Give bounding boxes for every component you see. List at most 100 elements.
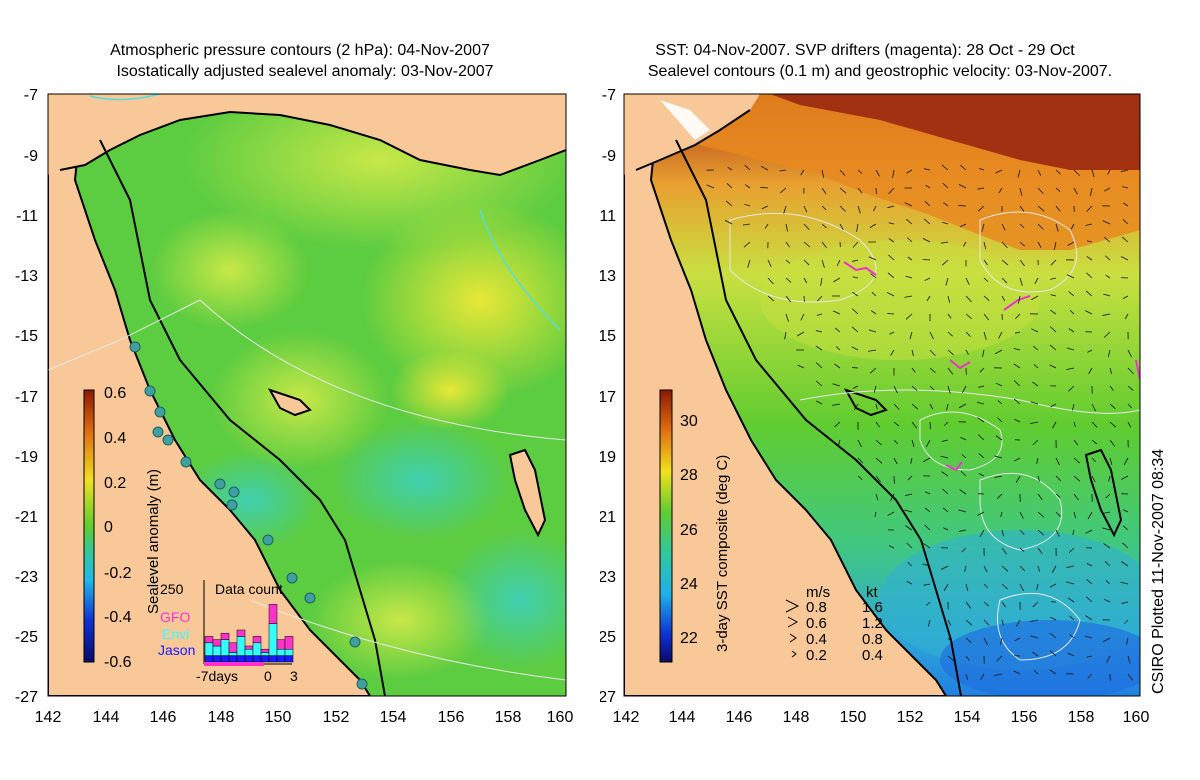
right-y-tick: -7 <box>602 87 616 104</box>
left-x-tick: 148 <box>208 709 235 726</box>
histogram-bar-gfo <box>244 645 254 650</box>
histogram-bar-envi <box>204 642 214 656</box>
right-colorbar-tick: 24 <box>680 576 698 593</box>
left-x-tick: 142 <box>35 709 62 726</box>
histogram-bar-jason <box>276 655 286 663</box>
histogram-bar-envi <box>212 645 222 656</box>
plot-credit: CSIRO Plotted 11-Nov-2007 08:34 <box>1150 448 1167 694</box>
left-x-tick: 154 <box>380 709 407 726</box>
right-x-tick: 152 <box>897 709 924 726</box>
histogram-bar-jason <box>204 655 214 663</box>
left-x-tick: 152 <box>323 709 350 726</box>
velocity-legend-kt: 0.4 <box>862 647 883 664</box>
geostrophic-velocity-arrows <box>706 164 1134 681</box>
velocity-legend-kt: 1.2 <box>862 615 883 632</box>
histogram-bar-jason <box>284 655 294 663</box>
left-y-tick: -7 <box>24 87 38 104</box>
histogram-bar-envi <box>276 648 286 656</box>
right-x-tick: 156 <box>1011 709 1038 726</box>
velocity-legend-kt: 1.6 <box>862 599 883 616</box>
right-title-line2: Sealevel contours (0.1 m) and geostrophi… <box>647 63 1113 80</box>
data-count-histogram: 250 Data count GFO Envi Jason -7days 0 3 <box>158 580 298 684</box>
histogram-title: Data count <box>215 581 283 597</box>
left-title-line1: Atmospheric pressure contours (2 hPa): 0… <box>110 42 490 59</box>
left-colorbar-label: Sealevel anomaly (m) <box>145 469 162 614</box>
histogram-bar-jason <box>252 655 262 663</box>
histogram-bar-jason <box>236 655 246 663</box>
left-colorbar <box>83 389 95 663</box>
left-island <box>508 448 547 538</box>
right-x-tick: 160 <box>1123 709 1150 726</box>
right-colorbar-tick: 22 <box>680 630 698 647</box>
right-map: -7 -9 -11 -13 -15 -17 -19 -21 -23 -25 -2… <box>600 87 1150 726</box>
right-title-line1: SST: 04-Nov-2007. SVP drifters (magenta)… <box>655 42 1075 59</box>
right-land-australia <box>624 94 948 696</box>
histogram-bar-jason <box>244 655 254 663</box>
histogram-bar-jason <box>220 655 230 663</box>
histogram-bar-jason <box>268 655 278 663</box>
left-y-tick: -15 <box>15 328 38 345</box>
left-x-tick: 146 <box>150 709 177 726</box>
histogram-bar-gfo <box>212 639 222 647</box>
right-y-tick: -27 <box>600 689 616 706</box>
right-y-tick: -17 <box>600 389 616 406</box>
right-y-tick: -19 <box>600 449 616 466</box>
left-colorbar-tick: -0.2 <box>104 565 132 582</box>
histogram-bar-gfo <box>284 636 294 650</box>
histogram-x-label: 0 <box>264 668 272 684</box>
left-y-tick: -9 <box>24 148 38 165</box>
right-colorbar-tick: 26 <box>680 522 698 539</box>
right-y-tick: -9 <box>602 148 616 165</box>
right-x-tick: 150 <box>840 709 867 726</box>
right-colorbar-tick: 28 <box>680 467 698 484</box>
right-x-tick: 154 <box>954 709 981 726</box>
velocity-legend-ms: 0.8 <box>806 599 827 616</box>
left-y-tick: -25 <box>15 629 38 646</box>
histogram-bar-envi <box>244 648 254 656</box>
histogram-bar-jason <box>260 655 270 663</box>
velocity-legend-ms: 0.2 <box>806 647 827 664</box>
left-colorbar-tick: 0.4 <box>104 430 126 447</box>
right-y-tick: -25 <box>600 629 616 646</box>
histogram-bar-gfo <box>276 639 286 650</box>
left-x-tick: 156 <box>438 709 465 726</box>
right-x-tick: 142 <box>613 709 640 726</box>
histogram-x-label: 3 <box>290 668 298 684</box>
right-x-tick: 144 <box>669 709 696 726</box>
histogram-bar-envi <box>284 648 294 656</box>
right-y-tick: -15 <box>600 328 616 345</box>
histogram-bar-envi <box>260 652 270 656</box>
histogram-bar-envi <box>268 623 278 656</box>
left-colorbar-tick: 0.2 <box>104 475 126 492</box>
left-colorbar-tick: -0.6 <box>104 654 132 671</box>
right-colorbar <box>659 389 673 663</box>
histogram-ymax: 250 <box>160 581 184 597</box>
right-x-axis: 142 144 146 148 150 152 154 156 158 160 <box>613 709 1150 726</box>
sealevel-contours <box>729 211 1140 661</box>
legend-envi: Envi <box>162 626 189 642</box>
histogram-bar-envi <box>220 639 230 656</box>
right-x-tick: 158 <box>1068 709 1095 726</box>
left-y-tick: -21 <box>15 509 38 526</box>
left-land-png <box>48 94 566 175</box>
left-colorbar-ticks: 0.6 0.4 0.2 0 -0.2 -0.4 -0.6 <box>104 385 132 671</box>
right-colorbar-ticks: 30 28 26 24 22 <box>680 413 698 647</box>
left-x-tick: 158 <box>495 709 522 726</box>
left-x-tick: 160 <box>547 709 574 726</box>
left-colorbar-tick: 0.6 <box>104 385 126 402</box>
histogram-bar-gfo <box>204 636 214 644</box>
histogram-bar-envi <box>236 636 246 656</box>
histogram-bar-jason <box>228 655 238 663</box>
left-x-tick: 144 <box>93 709 120 726</box>
left-x-axis: 142 144 146 148 150 152 154 156 158 160 <box>35 709 574 726</box>
histogram-bar-gfo <box>236 629 246 637</box>
left-map: -7 -9 -11 -13 -15 -17 -19 -21 -23 -25 -2… <box>15 87 574 726</box>
velocity-legend-kt: 0.8 <box>862 631 883 648</box>
velocity-legend-ms: 0.4 <box>806 631 827 648</box>
histogram-bar-jason <box>212 655 222 663</box>
right-y-axis: -7 -9 -11 -13 -15 -17 -19 -21 -23 -25 -2… <box>600 87 616 706</box>
left-y-tick: -19 <box>15 449 38 466</box>
right-colorbar-tick: 30 <box>680 413 698 430</box>
right-x-tick: 148 <box>783 709 810 726</box>
left-y-tick: -11 <box>16 208 38 225</box>
